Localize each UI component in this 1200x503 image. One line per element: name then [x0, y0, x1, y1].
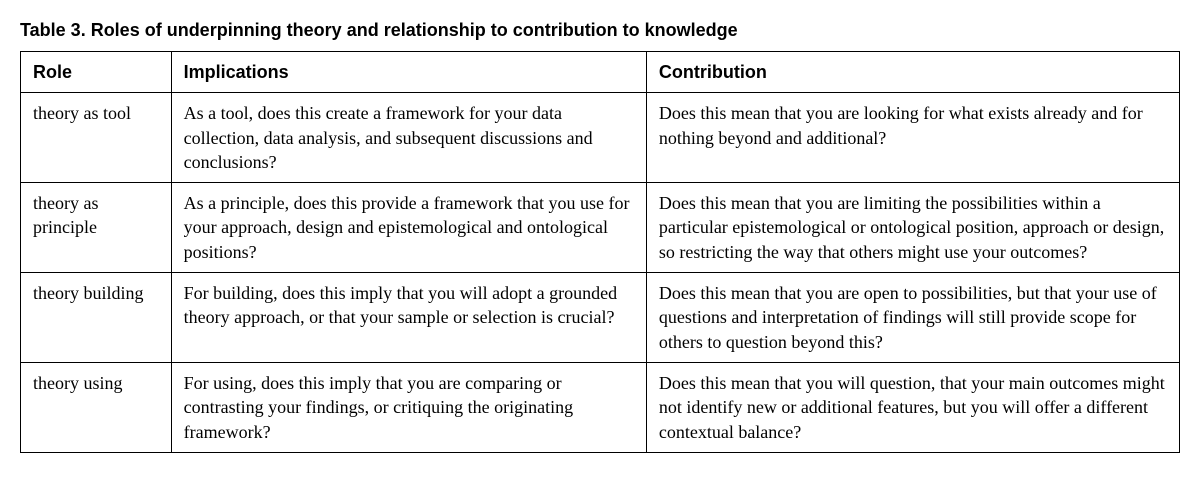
column-header-contribution: Contribution	[646, 52, 1179, 93]
table-row: theory as principle As a principle, does…	[21, 183, 1180, 273]
theory-roles-table: Role Implications Contribution theory as…	[20, 51, 1180, 453]
cell-implications: As a tool, does this create a framework …	[171, 93, 646, 183]
column-header-role: Role	[21, 52, 172, 93]
cell-contribution: Does this mean that you are limiting the…	[646, 183, 1179, 273]
cell-implications: For using, does this imply that you are …	[171, 362, 646, 452]
table-title: Table 3. Roles of underpinning theory an…	[20, 20, 1180, 41]
cell-contribution: Does this mean that you are open to poss…	[646, 273, 1179, 363]
table-row: theory as tool As a tool, does this crea…	[21, 93, 1180, 183]
table-header-row: Role Implications Contribution	[21, 52, 1180, 93]
cell-role: theory as tool	[21, 93, 172, 183]
table-row: theory using For using, does this imply …	[21, 362, 1180, 452]
cell-implications: For building, does this imply that you w…	[171, 273, 646, 363]
table-row: theory building For building, does this …	[21, 273, 1180, 363]
cell-role: theory using	[21, 362, 172, 452]
cell-role: theory as principle	[21, 183, 172, 273]
cell-contribution: Does this mean that you are looking for …	[646, 93, 1179, 183]
cell-contribution: Does this mean that you will question, t…	[646, 362, 1179, 452]
cell-role: theory building	[21, 273, 172, 363]
cell-implications: As a principle, does this provide a fram…	[171, 183, 646, 273]
column-header-implications: Implications	[171, 52, 646, 93]
